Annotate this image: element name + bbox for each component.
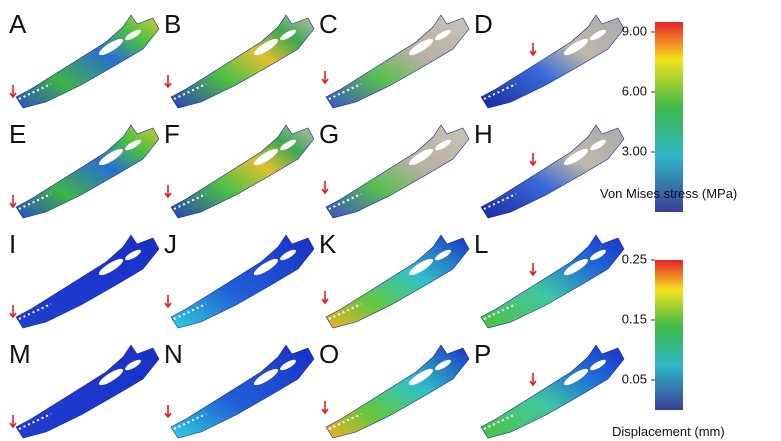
- panel-label: L: [474, 229, 488, 259]
- load-arrow: [322, 291, 328, 303]
- panel-label: N: [164, 339, 183, 369]
- skull-outline: [481, 235, 624, 328]
- tick-label: 0.25: [622, 251, 647, 266]
- tick-label: 6.00: [622, 83, 647, 98]
- skull-outline: [326, 125, 469, 218]
- skull-model: [326, 235, 469, 328]
- skull-model: [481, 125, 624, 218]
- skull-outline: [16, 15, 159, 108]
- panel: L: [474, 229, 624, 328]
- skull-outline: [171, 125, 314, 218]
- skull-outline: [171, 345, 314, 438]
- panel: A: [9, 9, 159, 108]
- panel-label: I: [9, 229, 16, 259]
- panel: J: [164, 229, 314, 328]
- panel-label: B: [164, 9, 181, 39]
- load-arrow: [530, 373, 536, 385]
- load-arrow: [530, 43, 536, 55]
- load-arrow: [10, 195, 16, 207]
- skull-model: [481, 345, 624, 438]
- panel: P: [474, 339, 624, 438]
- panel-label: H: [474, 119, 493, 149]
- panel-label: D: [474, 9, 493, 39]
- tick-label: 0.05: [622, 371, 647, 386]
- panel-label: J: [164, 229, 177, 259]
- panel: E: [9, 119, 159, 218]
- panel-label: C: [319, 9, 338, 39]
- color-bar-title: Von Mises stress (MPa): [600, 186, 737, 201]
- load-arrow: [322, 71, 328, 83]
- skull-outline: [326, 15, 469, 108]
- tick-label: 9.00: [622, 23, 647, 38]
- skull-model: [326, 125, 469, 218]
- skull-model: [171, 345, 314, 438]
- load-arrow: [165, 295, 171, 307]
- panel: O: [319, 339, 469, 438]
- tick-label: 3.00: [622, 143, 647, 158]
- skull-model: [481, 15, 624, 108]
- panel: N: [164, 339, 314, 438]
- load-arrow: [322, 181, 328, 193]
- panel-label: A: [9, 9, 27, 39]
- panel: I: [9, 229, 159, 328]
- skull-outline: [16, 125, 159, 218]
- skull-model: [326, 15, 469, 108]
- panel: D: [474, 9, 624, 108]
- panel-label: G: [319, 119, 339, 149]
- skull-outline: [16, 235, 159, 328]
- panel-label: K: [319, 229, 337, 259]
- tick-label: 0.15: [622, 311, 647, 326]
- panel: K: [319, 229, 469, 328]
- color-bar-title: Displacement (mm): [612, 424, 725, 439]
- skull-model: [326, 345, 469, 438]
- skull-model: [16, 15, 159, 108]
- skull-outline: [481, 345, 624, 438]
- figure: A B C D E F G H I J K L M N O P 9.00 6.00 3.00 Von Mises st…: [0, 0, 781, 441]
- panel: F: [164, 119, 314, 218]
- panel: G: [319, 119, 469, 218]
- skull-outline: [481, 125, 624, 218]
- panel: H: [474, 119, 624, 218]
- load-arrow: [322, 401, 328, 413]
- load-arrow: [10, 85, 16, 97]
- skull-outline: [326, 235, 469, 328]
- load-arrow: [165, 185, 171, 197]
- skull-outline: [16, 345, 159, 438]
- load-arrow: [165, 405, 171, 417]
- panel-label: M: [9, 339, 31, 369]
- skull-model: [171, 235, 314, 328]
- load-arrow: [10, 415, 16, 427]
- panel: M: [9, 339, 159, 438]
- panel-label: P: [474, 339, 491, 369]
- color-bar: [655, 22, 683, 212]
- panel: C: [319, 9, 469, 108]
- skull-model: [16, 125, 159, 218]
- skull-model: [481, 235, 624, 328]
- skull-model: [171, 125, 314, 218]
- skull-outline: [481, 15, 624, 108]
- load-arrow: [165, 75, 171, 87]
- panel-label: E: [9, 119, 26, 149]
- skull-outline: [171, 15, 314, 108]
- load-arrow: [530, 153, 536, 165]
- panel: B: [164, 9, 314, 108]
- skull-model: [171, 15, 314, 108]
- load-arrow: [530, 263, 536, 275]
- skull-model: [16, 345, 159, 438]
- skull-outline: [171, 235, 314, 328]
- skull-outline: [326, 345, 469, 438]
- color-bar: [655, 260, 683, 410]
- panel-label: F: [164, 119, 180, 149]
- load-arrow: [10, 305, 16, 317]
- skull-model: [16, 235, 159, 328]
- panel-label: O: [319, 339, 339, 369]
